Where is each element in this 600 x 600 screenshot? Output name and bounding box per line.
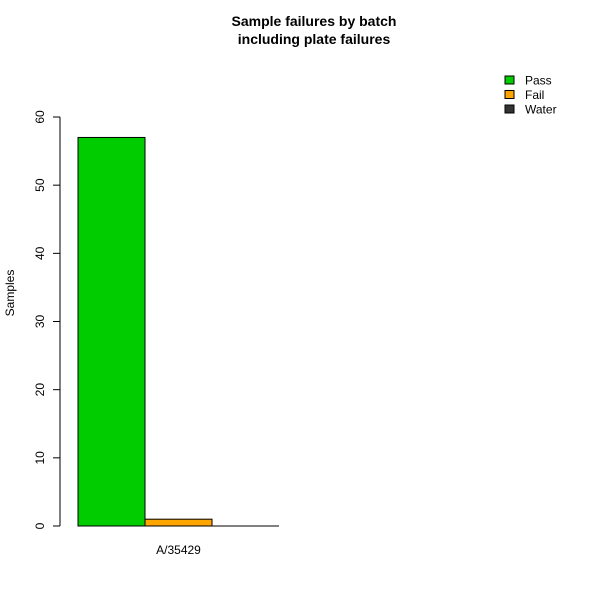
legend-label-water: Water [525, 103, 557, 117]
legend-swatch-fail [504, 90, 515, 99]
y-tick-label: 40 [33, 246, 47, 260]
chart-title: Sample failures by batch [232, 13, 397, 29]
legend-label-pass: Pass [525, 74, 552, 88]
legend-swatch-water [504, 104, 515, 114]
chart-subtitle: including plate failures [238, 31, 391, 47]
y-tick-label: 50 [33, 178, 47, 192]
plot-area: A/35429 0 10 20 30 40 50 60 [33, 110, 279, 557]
y-axis-label: Samples [3, 270, 17, 317]
y-tick-label: 60 [33, 110, 47, 124]
y-tick-label: 10 [33, 451, 47, 465]
bar-fail [144, 518, 213, 527]
y-tick-label: 0 [33, 522, 47, 529]
legend-label-fail: Fail [525, 88, 544, 102]
x-tick-label: A/35429 [156, 543, 201, 557]
y-tick-label: 20 [33, 383, 47, 397]
y-tick-label: 30 [33, 315, 47, 329]
bar-pass [77, 136, 146, 527]
legend-swatch-pass [504, 75, 515, 85]
